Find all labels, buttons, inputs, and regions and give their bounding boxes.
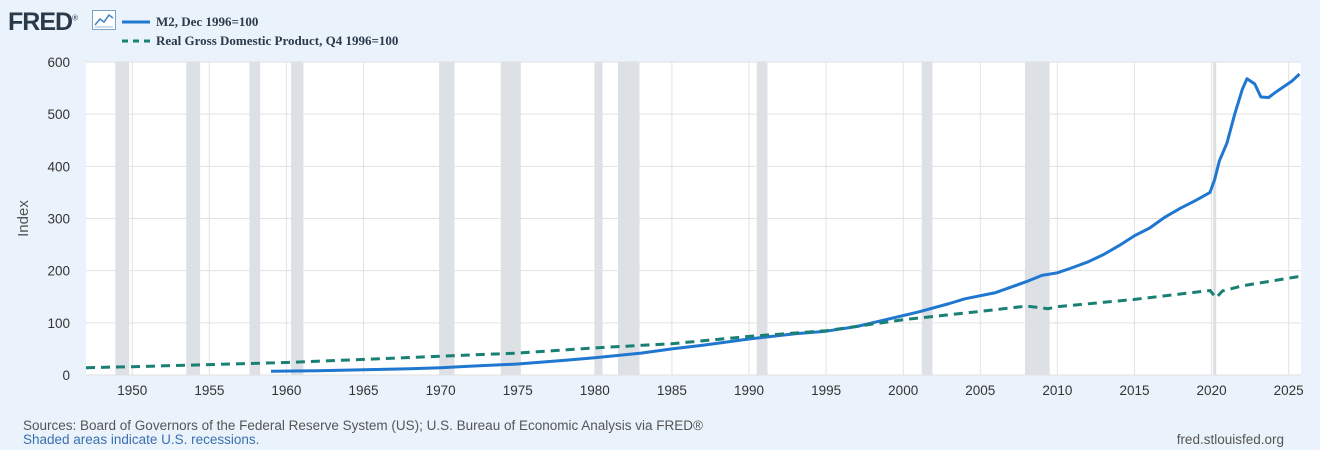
recession-note: Shaded areas indicate U.S. recessions.	[23, 432, 260, 447]
fred-url-link[interactable]: fred.stlouisfed.org	[1176, 432, 1284, 447]
recession-shade	[1213, 62, 1217, 375]
y-tick-label: 300	[47, 212, 70, 227]
legend-swatch-dashed	[122, 39, 150, 42]
m2-series-line	[270, 72, 1301, 373]
recession-shade	[921, 62, 933, 375]
x-tick-label: 1965	[349, 383, 379, 398]
chart-area[interactable]: 0 100 200 300 400 500 600 1950 1955 1960 1965 1970 1…	[0, 0, 1320, 415]
y-tick-label: 600	[47, 55, 70, 70]
recession-shade	[186, 62, 201, 375]
fred-logo-text: FRED	[8, 8, 73, 36]
x-tick-label: 2000	[888, 383, 918, 398]
recession-shade	[291, 62, 304, 375]
fred-logo[interactable]: FRED®	[8, 8, 78, 37]
x-tick-label: 1980	[580, 383, 610, 398]
x-tick-label: 1985	[657, 383, 687, 398]
legend-label-gdp: Real Gross Domestic Product, Q4 1996=100	[156, 32, 399, 48]
y-tick-label: 200	[47, 264, 70, 279]
recession-shade	[439, 62, 455, 375]
legend-swatch-solid	[122, 20, 150, 23]
x-tick-label: 1970	[426, 383, 456, 398]
y-tick-label: 500	[47, 107, 70, 122]
x-tick-label: 1955	[194, 383, 224, 398]
line-chart-icon	[92, 10, 116, 30]
x-tick-label: 1995	[811, 383, 841, 398]
x-tick-label: 2020	[1197, 383, 1227, 398]
x-tick-label: 2025	[1274, 383, 1304, 398]
legend-item-m2[interactable]: M2, Dec 1996=100	[122, 12, 398, 31]
legend-label-m2: M2, Dec 1996=100	[156, 13, 259, 29]
x-tick-label: 1950	[117, 383, 147, 398]
y-tick-label: 0	[62, 368, 70, 383]
recession-shade	[756, 62, 768, 375]
recession-shade	[594, 62, 603, 375]
legend-item-gdp[interactable]: Real Gross Domestic Product, Q4 1996=100	[122, 31, 398, 50]
y-tick-label: 400	[47, 159, 70, 174]
recession-shade	[500, 62, 521, 375]
y-tick-label: 100	[47, 316, 70, 331]
gdp-series-line	[85, 274, 1300, 370]
registered-mark: ®	[72, 13, 78, 23]
x-tick-label: 1960	[271, 383, 301, 398]
x-tick-label: 1990	[734, 383, 764, 398]
sources-note: Sources: Board of Governors of the Feder…	[23, 418, 703, 433]
y-axis-label: Index	[15, 200, 32, 237]
x-tick-label: 2010	[1042, 383, 1072, 398]
x-tick-label: 2015	[1119, 383, 1149, 398]
x-tick-label: 2005	[965, 383, 995, 398]
recession-shade	[1025, 62, 1050, 375]
recession-shade	[115, 62, 130, 375]
x-tick-label: 1975	[503, 383, 533, 398]
recession-shade	[249, 62, 261, 375]
legend: M2, Dec 1996=100 Real Gross Domestic Pro…	[122, 12, 398, 50]
recession-shade	[617, 62, 640, 375]
